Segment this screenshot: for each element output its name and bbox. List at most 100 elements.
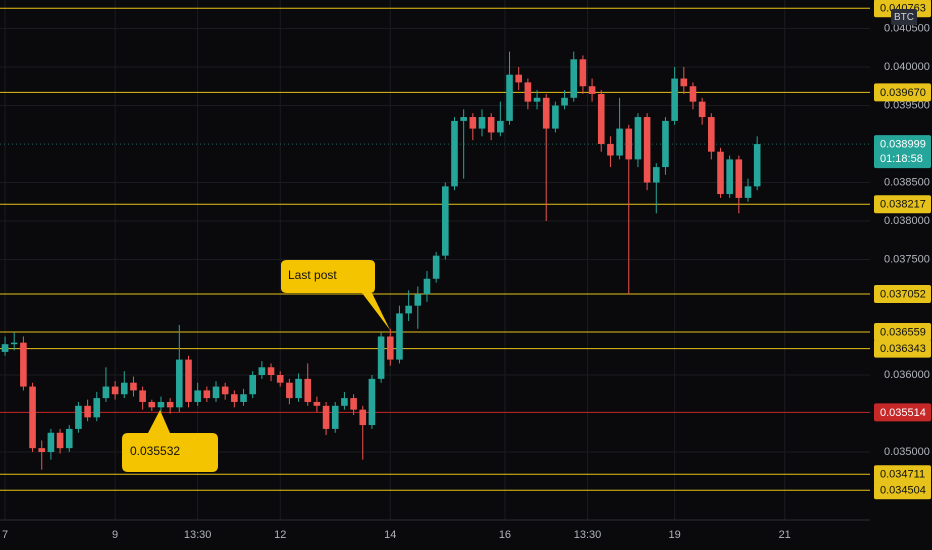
candle-body [231, 394, 238, 402]
last-price-bg [874, 135, 931, 169]
countdown: 01:18:58 [880, 153, 923, 165]
last-price-label: 0.038999 [880, 138, 926, 150]
x-tick-label: 19 [669, 529, 681, 541]
candle-body [396, 313, 403, 360]
y-tick-label: 0.036000 [884, 369, 930, 381]
candle-body [607, 143, 614, 156]
candle-body [10, 342, 18, 345]
callout-low: 0.035532 [122, 410, 218, 472]
level-label: 0.036343 [880, 343, 926, 355]
candle-body [717, 151, 724, 195]
candle-body [313, 401, 321, 406]
candle-body [561, 97, 568, 106]
candle-body [726, 159, 733, 195]
candle-body [753, 144, 761, 187]
candle-body [506, 74, 513, 121]
candle-body [377, 336, 385, 379]
candle-body [102, 386, 110, 399]
candle-body [341, 398, 348, 406]
y-tick-label: 0.040000 [884, 61, 930, 73]
level-label: 0.039670 [880, 87, 926, 99]
callout-last-post: Last post [281, 260, 390, 330]
candle-body [735, 159, 743, 198]
candle-body [634, 117, 642, 160]
candle-body [478, 117, 486, 129]
candle-body [258, 367, 266, 376]
x-tick-label: 7 [2, 529, 8, 541]
level-label-bg [874, 195, 931, 214]
candle-body [120, 382, 128, 395]
candle-body [680, 78, 688, 87]
callout-text: Last post [288, 268, 337, 282]
candle-body [515, 74, 522, 83]
candle-body [524, 82, 532, 102]
candle-body [616, 128, 623, 156]
candle-body [65, 428, 73, 449]
candle-body [359, 409, 367, 426]
level-label-bg [874, 465, 931, 484]
x-tick-label: 13:30 [184, 529, 212, 541]
candle-body [295, 378, 302, 399]
callout-shape [281, 260, 390, 330]
level-label: 0.035514 [880, 407, 926, 419]
x-tick-label: 12 [274, 529, 286, 541]
y-tick-label: 0.038500 [884, 176, 930, 188]
candle-body [625, 128, 633, 160]
candle-body [689, 86, 697, 102]
candle-body [166, 401, 174, 408]
y-tick-label: 0.040500 [884, 22, 930, 34]
level-label-bg [874, 403, 931, 422]
candle-body [249, 375, 256, 395]
candle-body [29, 386, 36, 449]
candle-body [671, 78, 678, 121]
level-label: 0.034711 [880, 469, 925, 481]
candle-body [487, 117, 495, 133]
symbol-badge [891, 9, 917, 25]
candle-body [469, 117, 477, 129]
candle-body [698, 101, 706, 118]
candle-body [304, 378, 312, 402]
candle-body [203, 390, 211, 399]
candle-body [533, 97, 541, 102]
candle-body [221, 386, 229, 395]
level-label-bg [874, 339, 931, 358]
candle-body [56, 432, 64, 449]
candle-body [157, 401, 165, 408]
candle-body [570, 59, 578, 98]
candle-body [267, 367, 275, 376]
candle-body [322, 405, 330, 429]
candle-body [652, 167, 660, 183]
price-axis: 0.040500 0.040000 0.039500 0.038500 0.038000… [0, 22, 930, 541]
candle-body [643, 117, 651, 183]
candle-body [1, 344, 9, 352]
y-tick-label: 0.038000 [884, 215, 930, 227]
x-tick-label: 14 [384, 529, 396, 541]
candle-body [20, 342, 27, 387]
levels [0, 7, 870, 491]
candle-body [276, 375, 284, 383]
y-tick-label: 0.035000 [884, 446, 930, 458]
candle-body [75, 405, 82, 429]
callout-shape [122, 410, 218, 472]
x-tick-label: 16 [499, 529, 511, 541]
candle-body [542, 97, 550, 129]
candle-body [451, 120, 458, 187]
candle-body [176, 359, 183, 408]
candle-body [212, 386, 220, 399]
candle-body [662, 120, 669, 168]
candle-body [38, 448, 46, 453]
candle-body [139, 390, 146, 402]
candle-body [130, 382, 137, 391]
level-label-bg [874, 322, 931, 341]
level-label-bg [874, 481, 931, 500]
candle-body [93, 398, 101, 418]
level-label: 0.038217 [880, 199, 926, 211]
candle-body [286, 382, 293, 399]
callout-text: 0.035532 [130, 444, 180, 458]
candles [1, 51, 761, 470]
level-label-bg [874, 83, 931, 102]
candle-body [148, 401, 156, 408]
candle-body [240, 394, 247, 402]
